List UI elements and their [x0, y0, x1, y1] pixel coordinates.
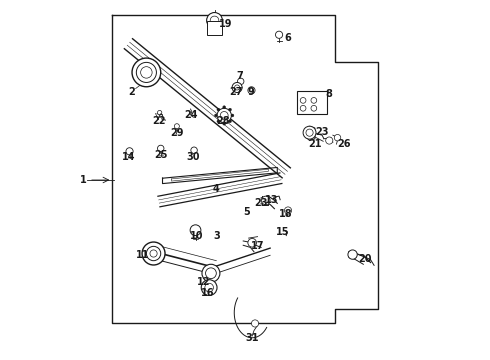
Text: 23: 23 [316, 127, 329, 136]
Text: 25: 25 [154, 150, 168, 160]
Circle shape [306, 129, 313, 136]
Circle shape [190, 225, 201, 235]
Circle shape [262, 196, 270, 205]
Text: 24: 24 [184, 111, 198, 121]
Circle shape [141, 67, 152, 78]
Circle shape [248, 238, 256, 247]
Circle shape [334, 134, 341, 141]
Circle shape [136, 62, 156, 82]
Circle shape [235, 85, 240, 90]
Circle shape [157, 145, 164, 152]
Text: 1: 1 [79, 175, 86, 185]
Text: 17: 17 [251, 241, 264, 251]
Text: 18: 18 [279, 209, 293, 219]
Text: 3: 3 [213, 231, 220, 240]
Circle shape [147, 246, 161, 261]
Circle shape [157, 111, 162, 115]
Text: 9: 9 [247, 87, 254, 97]
Circle shape [303, 126, 316, 139]
Circle shape [251, 320, 259, 327]
Text: 26: 26 [337, 139, 350, 149]
Text: 10: 10 [190, 231, 203, 240]
Circle shape [285, 207, 292, 214]
Text: 14: 14 [122, 152, 135, 162]
Circle shape [205, 283, 214, 292]
Circle shape [326, 137, 333, 144]
Circle shape [132, 58, 161, 87]
Circle shape [223, 106, 225, 109]
Circle shape [217, 108, 231, 123]
Text: 29: 29 [170, 129, 184, 138]
Circle shape [300, 105, 306, 111]
Circle shape [150, 250, 157, 257]
Text: 27: 27 [229, 87, 243, 97]
Text: 7: 7 [236, 71, 243, 81]
Circle shape [238, 78, 244, 85]
Text: 4: 4 [213, 184, 220, 194]
Circle shape [207, 13, 222, 28]
Text: 5: 5 [244, 207, 250, 217]
Circle shape [229, 108, 231, 111]
Circle shape [220, 112, 228, 120]
Circle shape [215, 114, 218, 117]
Circle shape [248, 87, 255, 94]
Text: 23: 23 [254, 198, 268, 208]
Circle shape [229, 120, 231, 123]
Circle shape [231, 114, 234, 117]
Circle shape [217, 108, 220, 111]
Text: 16: 16 [200, 288, 214, 298]
Text: 13: 13 [265, 195, 279, 205]
Circle shape [232, 82, 242, 93]
Circle shape [348, 250, 357, 259]
Circle shape [202, 264, 220, 282]
Text: 11: 11 [136, 250, 149, 260]
Circle shape [300, 98, 306, 103]
Text: 2: 2 [129, 87, 135, 97]
Circle shape [174, 124, 179, 129]
Text: 28: 28 [217, 116, 230, 126]
Circle shape [223, 122, 225, 125]
FancyBboxPatch shape [297, 91, 327, 114]
Text: 21: 21 [308, 139, 321, 149]
Circle shape [275, 31, 283, 39]
Text: 8: 8 [326, 89, 333, 99]
Circle shape [311, 98, 317, 103]
Bar [207, 21, 221, 35]
Circle shape [210, 16, 219, 25]
Circle shape [205, 268, 216, 279]
Circle shape [126, 148, 133, 155]
Circle shape [201, 280, 217, 296]
Text: 31: 31 [245, 333, 259, 343]
Circle shape [250, 89, 253, 92]
Text: 6: 6 [285, 33, 292, 43]
Text: 20: 20 [358, 254, 372, 264]
Text: 30: 30 [186, 152, 200, 162]
Circle shape [142, 242, 165, 265]
Circle shape [311, 105, 317, 111]
Text: 22: 22 [152, 116, 166, 126]
Text: 15: 15 [276, 227, 290, 237]
Text: 12: 12 [197, 277, 211, 287]
Circle shape [191, 147, 197, 153]
Text: 19: 19 [219, 19, 232, 29]
Circle shape [217, 120, 220, 123]
